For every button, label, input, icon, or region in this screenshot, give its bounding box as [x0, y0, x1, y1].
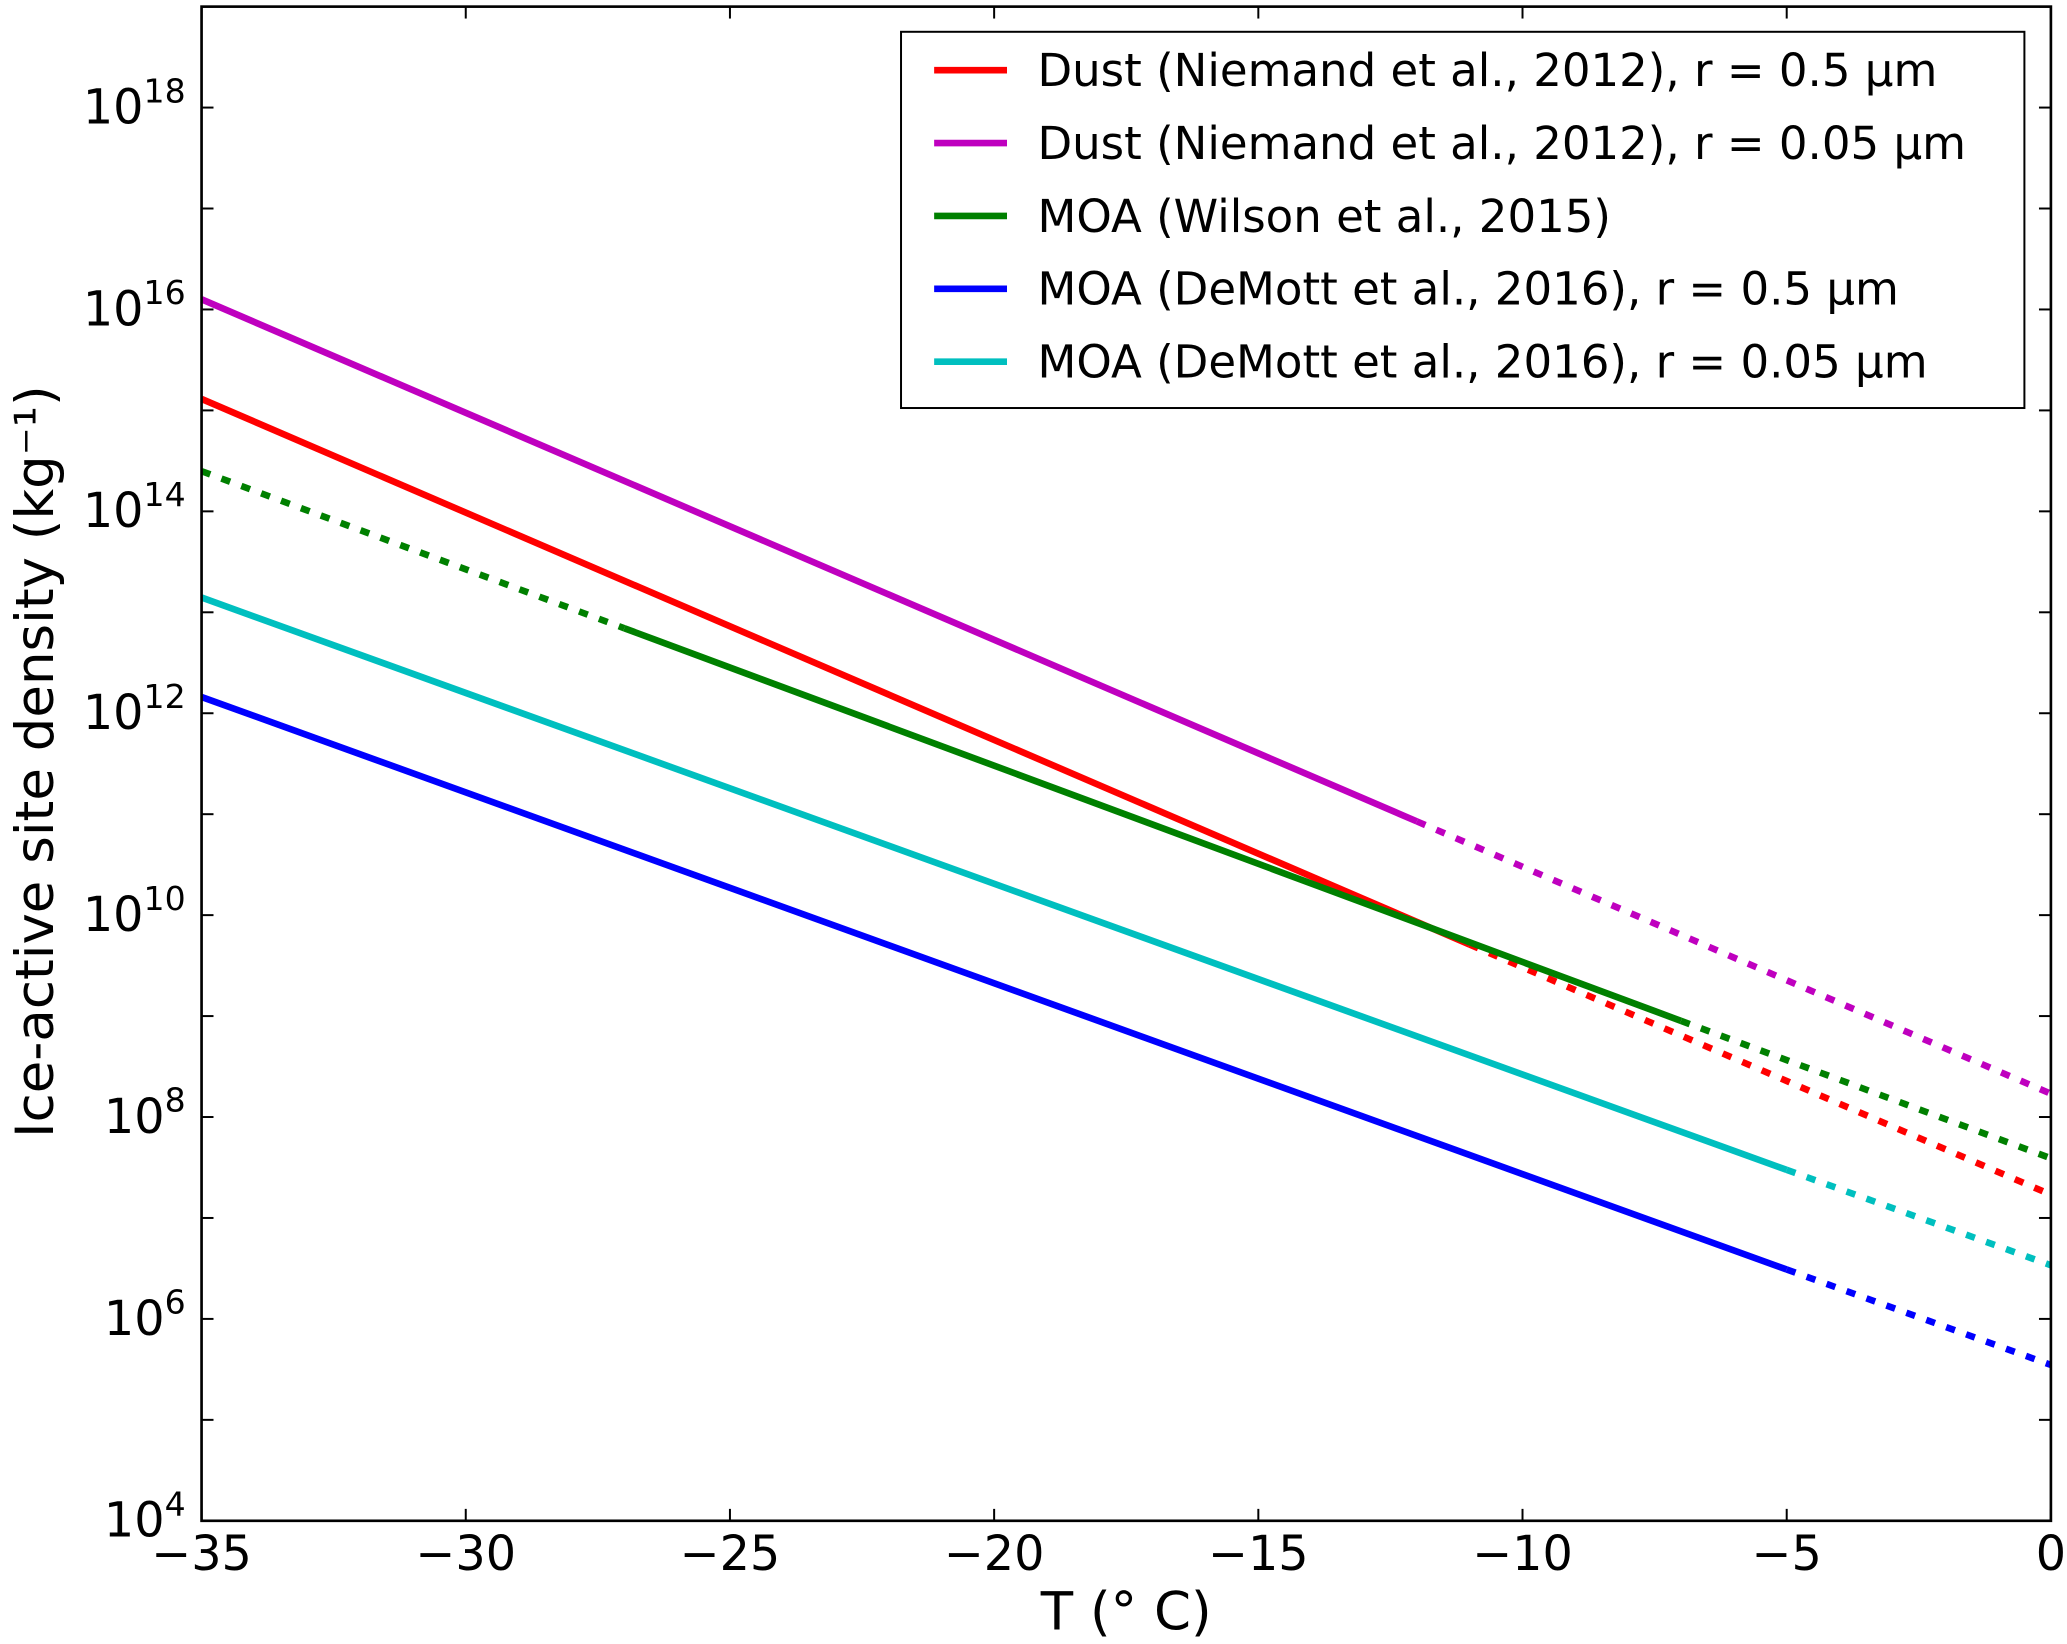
x-tick-label: −35 [151, 1527, 252, 1582]
series-line [200, 594, 1788, 1173]
legend-label: Dust (Niemand et al., 2012), r = 0.5 µm [1037, 44, 1937, 97]
y-axis-label: Ice-active site density (kg⁻¹) [5, 385, 66, 1138]
legend-frame [900, 30, 2026, 410]
y-tick-label: 1010 [83, 879, 186, 943]
y-tick-label: 1018 [83, 71, 186, 135]
legend: Dust (Niemand et al., 2012), r = 0.5 µm D… [900, 30, 2026, 410]
y-tick-label: 1012 [83, 677, 186, 741]
series-line [623, 625, 1683, 1024]
legend-label: MOA (Wilson et al., 2015) [1037, 190, 1611, 243]
legend-label: MOA (DeMott et al., 2016), r = 0.05 µm [1037, 336, 1927, 389]
series-line [200, 693, 1788, 1273]
x-axis-label: T (° C) [1040, 1581, 1212, 1642]
y-tick-label: 106 [104, 1283, 186, 1347]
y-tick-label: 1016 [83, 273, 186, 337]
series-line-dotted [1679, 1017, 2053, 1162]
series-line-dotted [1785, 1166, 2053, 1269]
x-tick-label: −15 [1208, 1527, 1309, 1582]
x-tick-label: −20 [944, 1527, 1045, 1582]
legend-label: MOA (DeMott et al., 2016), r = 0.5 µm [1037, 263, 1898, 316]
series-layer [200, 296, 2053, 1369]
x-tick-label: −30 [415, 1527, 516, 1582]
y-tick-label: 1014 [83, 475, 186, 539]
y-tick-label: 104 [104, 1485, 186, 1549]
series-line-dotted [1415, 818, 2053, 1097]
legend-label: Dust (Niemand et al., 2012), r = 0.05 µm [1037, 117, 1966, 170]
x-tick-label: −25 [680, 1527, 781, 1582]
y-tick-label: 108 [104, 1081, 186, 1145]
x-tick-label: −5 [1752, 1527, 1822, 1582]
series-line-dotted [1785, 1266, 2053, 1369]
ticks-layer: −35 −30 −25 −20 −15 −10 −5 0 104 106 108 1010 1012 10… [83, 5, 2066, 1582]
plot-frame [200, 5, 2053, 1523]
series-line [200, 296, 1419, 825]
x-tick-label: −10 [1472, 1527, 1573, 1582]
series-line-dotted [200, 468, 626, 632]
series-line [200, 395, 1471, 948]
x-tick-label: 0 [2036, 1527, 2066, 1582]
